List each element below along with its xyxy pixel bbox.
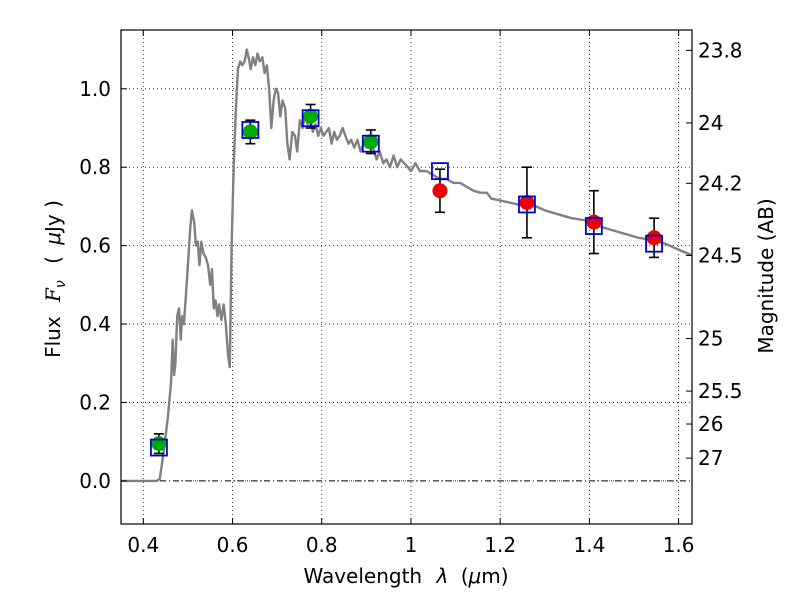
y-tick-label: 0.0 xyxy=(79,469,111,493)
green-point xyxy=(242,124,258,140)
photometry-box-layer xyxy=(150,109,663,457)
photometry-box xyxy=(584,217,603,235)
right-tick-label: 24.2 xyxy=(698,171,743,195)
right-tick-label: 27 xyxy=(698,446,723,470)
y-tick-label: 1.0 xyxy=(79,77,111,101)
plot-frame xyxy=(120,29,693,525)
photometry-box xyxy=(361,134,380,153)
x-tick-label: 1.4 xyxy=(573,533,605,557)
x-axis-label-unit-mu: μ xyxy=(468,564,482,588)
y-axis-label-unit-rest: Jy ) xyxy=(41,200,65,234)
error-bar-layer xyxy=(153,103,660,455)
x-axis-label: Wavelength λ (μm) xyxy=(303,564,508,588)
x-tick-label: 0.4 xyxy=(127,533,159,557)
x-axis-label-prefix: Wavelength xyxy=(303,564,422,588)
right-tick-label: 24.5 xyxy=(698,243,743,267)
red-point xyxy=(519,195,535,211)
photometry-box xyxy=(150,438,168,457)
x-tick-label: 0.8 xyxy=(306,533,338,557)
right-axis-label: Magnitude (AB) xyxy=(754,198,778,353)
y-axis-label-unit-open: ( xyxy=(41,256,65,264)
green-point xyxy=(363,134,379,150)
model-sed-line xyxy=(121,48,693,483)
y-axis-label-unit-mu: μ xyxy=(41,232,65,246)
tick-layer: 0.4 0.6 0.8 1 1.2 1.4 1.6 0.0 0.2 0.4 0.6 0.8 1.0 23.… xyxy=(79,30,743,557)
y-tick-label: 0.8 xyxy=(79,155,111,179)
y-axis-label-nu: ν xyxy=(53,280,69,288)
photometry-box xyxy=(645,234,663,253)
red-point xyxy=(646,230,662,246)
x-tick-label: 1.6 xyxy=(663,533,695,557)
model-sed-layer xyxy=(121,48,693,483)
photometry-box xyxy=(518,195,536,214)
right-tick-label: 25.5 xyxy=(698,379,743,403)
x-tick-label: 0.6 xyxy=(217,533,249,557)
red-point xyxy=(432,183,448,199)
y-axis-label: Flux Fν ( μJy ) xyxy=(41,200,70,358)
y-axis-label-prefix: Flux xyxy=(41,316,65,358)
grid-layer xyxy=(121,30,692,524)
photometry-box xyxy=(301,109,320,128)
data-point-layer xyxy=(151,108,662,452)
photometry-box xyxy=(431,162,449,181)
y-tick-label: 0.2 xyxy=(79,390,111,414)
x-axis-label-unit-rest: m) xyxy=(481,564,508,588)
x-axis-label-lambda: λ xyxy=(435,564,448,588)
red-point xyxy=(586,214,602,230)
green-point xyxy=(303,108,319,124)
right-tick-label: 26 xyxy=(698,412,723,436)
x-tick-label: 1 xyxy=(405,533,418,557)
green-point xyxy=(151,436,167,452)
right-tick-label: 24 xyxy=(698,111,723,135)
x-tick-label: 1.2 xyxy=(484,533,516,557)
photometry-box xyxy=(241,121,260,139)
right-tick-label: 25 xyxy=(698,327,723,351)
y-tick-label: 0.6 xyxy=(79,234,111,258)
y-tick-label: 0.4 xyxy=(79,312,111,336)
right-tick-label: 23.8 xyxy=(698,38,743,62)
y-axis-label-f: F xyxy=(41,287,65,303)
x-axis-label-unit-open: ( xyxy=(461,564,469,588)
